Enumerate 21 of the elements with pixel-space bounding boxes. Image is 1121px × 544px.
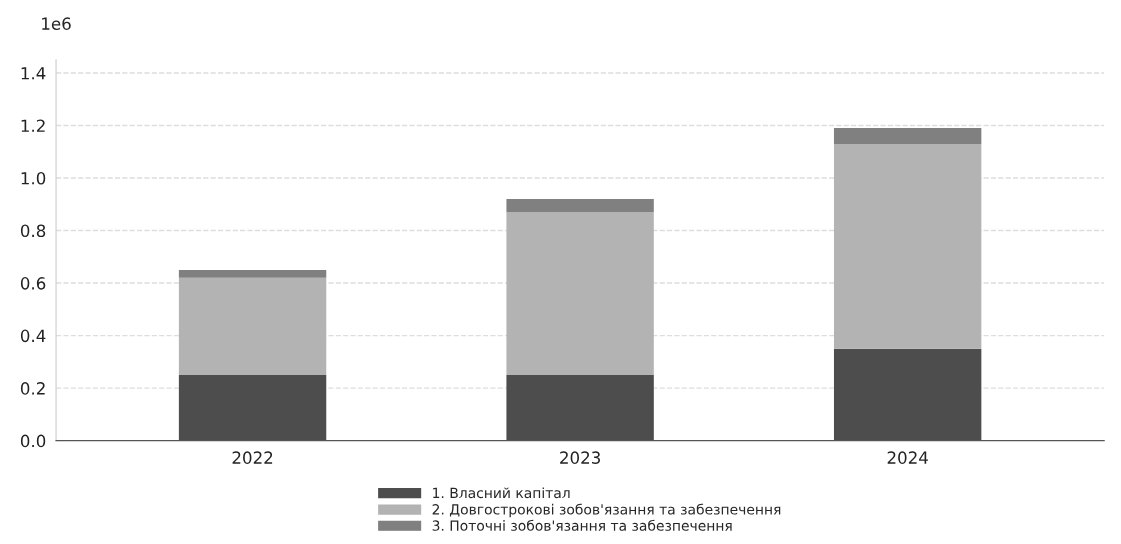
bar [833,128,982,144]
bar [506,212,654,375]
legend-label: 2. Довгострокові зобов'язання та забезпечення [432,503,781,518]
y-tick-label: 0.8 [20,224,46,238]
y-tick-label: 0.4 [20,329,46,343]
y-tick-label: 1.4 [21,67,46,80]
y-tick-label: 0.0 [20,434,46,448]
bar [833,143,982,349]
bar [506,199,654,213]
y-tick-label: 1.0 [21,171,46,185]
legend-label: 3. Поточні зобов'язання та забезпечення [432,519,732,531]
y-tick-label: 1.2 [21,119,45,132]
text: 1e6 [42,17,71,30]
x-tick-label: 2024 [887,451,928,464]
x-tick-label: 2022 [232,451,273,464]
x-tick-label: 2023 [560,451,600,464]
bar [178,277,327,375]
y-tick-label: 0.6 [20,277,46,290]
bar [178,269,327,278]
legend-label: 1. Власний капітал [433,487,570,499]
y-tick-label: 0.2 [20,382,45,395]
